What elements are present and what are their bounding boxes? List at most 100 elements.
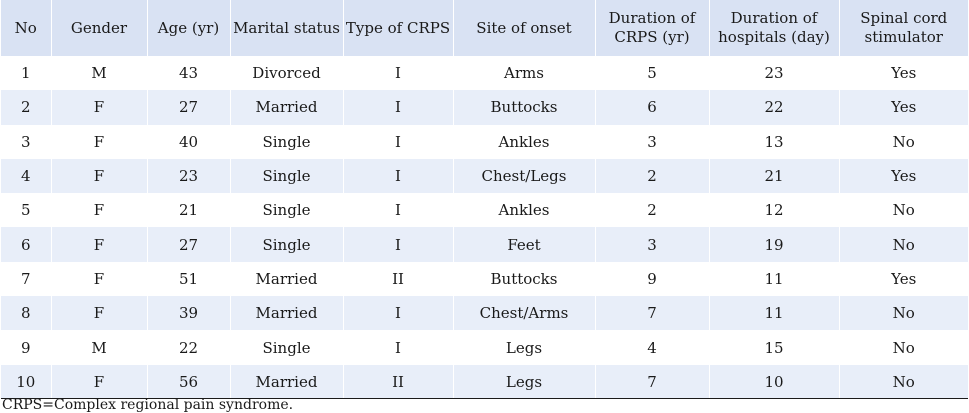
cell-duration-of-crps: 7 xyxy=(594,364,709,400)
cell-type-of-crps: I xyxy=(342,296,453,331)
cell-gender: F xyxy=(50,227,147,262)
table-body: 1 M 43 Divorced I Arms 5 23 Yes 2 F 27 M… xyxy=(1,56,968,400)
cell-gender: M xyxy=(50,330,147,365)
cell-site-of-onset: Ankles xyxy=(452,124,595,159)
table-row: 7 F 51 Married II Buttocks 9 11 Yes xyxy=(1,261,968,297)
cell-site-of-onset: Arms xyxy=(452,56,595,91)
cell-age: 27 xyxy=(146,90,230,125)
cell-marital-status: Married xyxy=(229,364,343,400)
cell-age: 22 xyxy=(146,330,230,365)
cell-site-of-onset: Buttocks xyxy=(452,90,595,125)
cell-gender: M xyxy=(50,56,147,91)
cell-gender: F xyxy=(50,124,147,159)
table-row: 6 F 27 Single I Feet 3 19 No xyxy=(1,227,968,262)
cell-marital-status: Married xyxy=(229,296,343,331)
cell-duration-of-hospitals: 10 xyxy=(708,364,839,400)
cell-site-of-onset: Feet xyxy=(452,227,595,262)
cell-duration-of-hospitals: 12 xyxy=(708,193,839,228)
cell-marital-status: Single xyxy=(229,193,343,228)
column-header-type-of-crps: Type of CRPS xyxy=(342,0,453,56)
cell-marital-status: Single xyxy=(229,330,343,365)
cell-duration-of-crps: 3 xyxy=(594,227,709,262)
cell-spinal-cord-stimulator: No xyxy=(838,296,968,331)
cell-duration-of-hospitals: 15 xyxy=(708,330,839,365)
cell-gender: F xyxy=(50,364,147,400)
cell-gender: F xyxy=(50,296,147,331)
cell-site-of-onset: Legs xyxy=(452,330,595,365)
table-footnote: CRPS=Complex regional pain syndrome. xyxy=(2,397,294,413)
cell-type-of-crps: II xyxy=(342,261,453,297)
cell-age: 40 xyxy=(146,124,230,159)
cell-spinal-cord-stimulator: No xyxy=(838,193,968,228)
cell-site-of-onset: Chest/Arms xyxy=(452,296,595,331)
table-row: 5 F 21 Single I Ankles 2 12 No xyxy=(1,193,968,228)
cell-age: 21 xyxy=(146,193,230,228)
table-header: No Gender Age (yr) Marital status Type o… xyxy=(1,0,968,56)
cell-age: 43 xyxy=(146,56,230,91)
cell-age: 39 xyxy=(146,296,230,331)
cell-duration-of-hospitals: 21 xyxy=(708,158,839,194)
cell-type-of-crps: I xyxy=(342,330,453,365)
cell-no: 2 xyxy=(20,98,31,117)
cell-spinal-cord-stimulator: No xyxy=(838,364,968,400)
cell-gender: F xyxy=(50,193,147,228)
cell-site-of-onset: Ankles xyxy=(452,193,595,228)
cell-duration-of-crps: 4 xyxy=(594,330,709,365)
table-row: 2 F 27 Married I Buttocks 6 22 Yes xyxy=(1,90,968,125)
cell-no: 4 xyxy=(20,167,31,186)
cell-duration-of-crps: 2 xyxy=(594,193,709,228)
cell-duration-of-crps: 5 xyxy=(594,56,709,91)
cell-gender: F xyxy=(50,158,147,194)
table-row: 3 F 40 Single I Ankles 3 13 No xyxy=(1,124,968,159)
cell-no: 6 xyxy=(20,235,31,254)
cell-age: 51 xyxy=(146,261,230,297)
cell-marital-status: Divorced xyxy=(229,56,343,91)
cell-age: 56 xyxy=(146,364,230,400)
column-header-marital-status: Marital status xyxy=(229,0,343,56)
cell-spinal-cord-stimulator: Yes xyxy=(838,90,968,125)
column-header-age: Age (yr) xyxy=(146,0,230,56)
cell-no: 8 xyxy=(20,304,31,323)
cell-no: 5 xyxy=(20,201,31,220)
cell-age: 27 xyxy=(146,227,230,262)
cell-site-of-onset: Legs xyxy=(452,364,595,400)
cell-marital-status: Single xyxy=(229,124,343,159)
cell-duration-of-hospitals: 11 xyxy=(708,261,839,297)
cell-duration-of-hospitals: 13 xyxy=(708,124,839,159)
column-header-spinal-cord-stimulator: Spinal cord stimulator xyxy=(838,0,968,56)
cell-type-of-crps: I xyxy=(342,158,453,194)
cell-gender: F xyxy=(50,90,147,125)
cell-duration-of-crps: 9 xyxy=(594,261,709,297)
column-header-gender: Gender xyxy=(50,0,147,56)
column-header-duration-of-crps: Duration of CRPS (yr) xyxy=(594,0,709,56)
cell-marital-status: Married xyxy=(229,90,343,125)
cell-duration-of-crps: 7 xyxy=(594,296,709,331)
cell-marital-status: Single xyxy=(229,158,343,194)
cell-site-of-onset: Chest/Legs xyxy=(452,158,595,194)
cell-marital-status: Married xyxy=(229,261,343,297)
table-row: 1 M 43 Divorced I Arms 5 23 Yes xyxy=(1,56,968,91)
cell-no: 3 xyxy=(20,132,31,151)
cell-spinal-cord-stimulator: Yes xyxy=(838,158,968,194)
cell-no: 10 xyxy=(1,364,51,400)
cell-type-of-crps: I xyxy=(342,56,453,91)
patient-characteristics-table: No Gender Age (yr) Marital status Type o… xyxy=(1,0,968,400)
cell-duration-of-hospitals: 19 xyxy=(708,227,839,262)
cell-duration-of-hospitals: 11 xyxy=(708,296,839,331)
column-header-no: No xyxy=(14,18,37,37)
cell-spinal-cord-stimulator: No xyxy=(838,330,968,365)
cell-site-of-onset: Buttocks xyxy=(452,261,595,297)
cell-type-of-crps: I xyxy=(342,193,453,228)
cell-marital-status: Single xyxy=(229,227,343,262)
cell-type-of-crps: I xyxy=(342,124,453,159)
cell-spinal-cord-stimulator: Yes xyxy=(838,56,968,91)
cell-age: 23 xyxy=(146,158,230,194)
cell-duration-of-crps: 6 xyxy=(594,90,709,125)
cell-duration-of-hospitals: 23 xyxy=(708,56,839,91)
cell-no: 9 xyxy=(20,338,31,357)
cell-spinal-cord-stimulator: Yes xyxy=(838,261,968,297)
cell-spinal-cord-stimulator: No xyxy=(838,227,968,262)
cell-type-of-crps: I xyxy=(342,227,453,262)
cell-no: 1 xyxy=(20,64,31,83)
column-header-site-of-onset: Site of onset xyxy=(452,0,595,56)
